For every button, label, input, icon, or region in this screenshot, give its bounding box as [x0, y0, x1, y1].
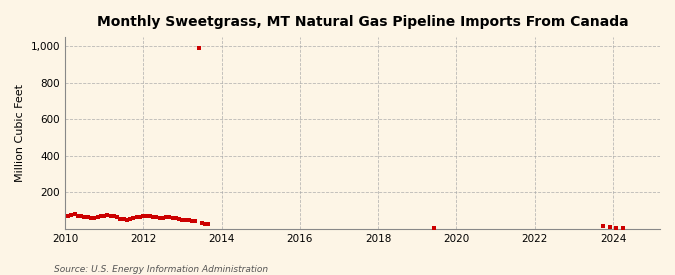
- Point: [428, 226, 439, 230]
- Point: [102, 213, 113, 217]
- Point: [89, 216, 100, 220]
- Point: [109, 214, 119, 218]
- Point: [63, 214, 74, 218]
- Point: [604, 225, 615, 229]
- Point: [173, 216, 184, 221]
- Point: [99, 213, 109, 218]
- Point: [128, 216, 139, 220]
- Point: [144, 214, 155, 218]
- Text: Source: U.S. Energy Information Administration: Source: U.S. Energy Information Administ…: [54, 265, 268, 274]
- Point: [92, 215, 103, 219]
- Y-axis label: Million Cubic Feet: Million Cubic Feet: [15, 84, 25, 182]
- Point: [66, 213, 77, 217]
- Point: [148, 214, 159, 219]
- Point: [125, 216, 136, 221]
- Point: [138, 214, 148, 218]
- Point: [170, 216, 181, 220]
- Point: [196, 221, 207, 226]
- Point: [154, 216, 165, 220]
- Point: [72, 213, 83, 218]
- Point: [118, 217, 129, 221]
- Point: [79, 214, 90, 219]
- Point: [187, 219, 198, 223]
- Point: [200, 221, 211, 226]
- Point: [115, 216, 126, 221]
- Point: [611, 226, 622, 230]
- Point: [190, 219, 200, 224]
- Point: [105, 214, 116, 218]
- Point: [111, 214, 122, 219]
- Point: [141, 213, 152, 218]
- Point: [184, 218, 194, 223]
- Point: [193, 46, 204, 50]
- Point: [95, 214, 106, 219]
- Point: [180, 218, 191, 222]
- Point: [82, 215, 93, 219]
- Point: [86, 216, 97, 220]
- Point: [161, 214, 171, 219]
- Point: [70, 212, 80, 217]
- Point: [157, 216, 168, 220]
- Point: [122, 217, 132, 222]
- Title: Monthly Sweetgrass, MT Natural Gas Pipeline Imports From Canada: Monthly Sweetgrass, MT Natural Gas Pipel…: [97, 15, 628, 29]
- Point: [618, 226, 628, 230]
- Point: [598, 224, 609, 228]
- Point: [151, 215, 161, 219]
- Point: [131, 214, 142, 219]
- Point: [134, 215, 145, 219]
- Point: [177, 217, 188, 222]
- Point: [167, 216, 178, 220]
- Point: [164, 215, 175, 219]
- Point: [203, 222, 214, 226]
- Point: [76, 214, 86, 218]
